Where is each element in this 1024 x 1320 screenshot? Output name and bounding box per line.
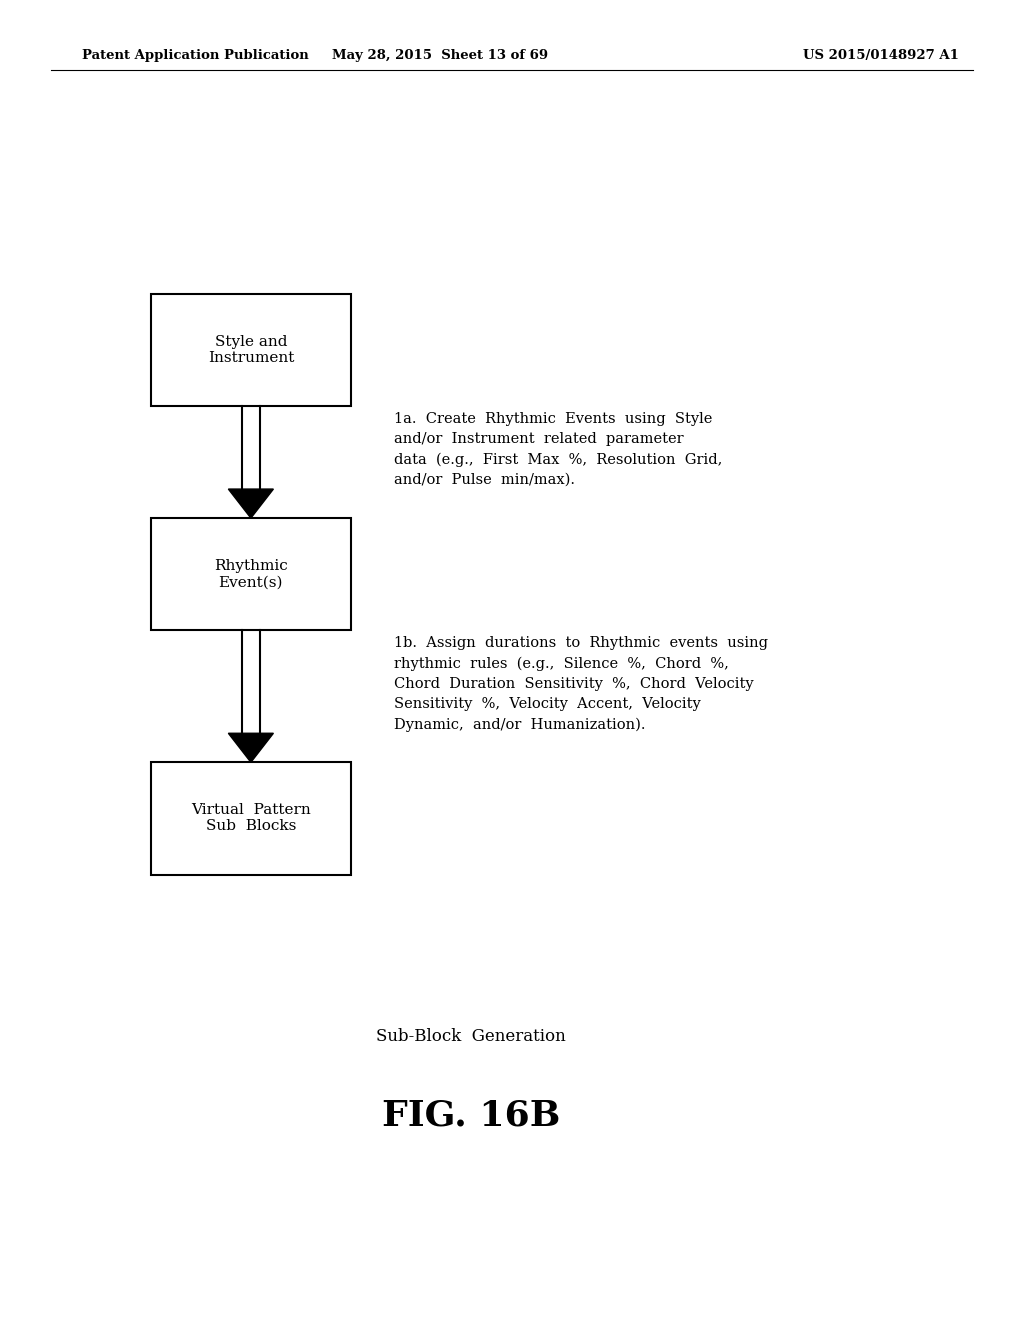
Text: Patent Application Publication: Patent Application Publication bbox=[82, 49, 308, 62]
Text: FIG. 16B: FIG. 16B bbox=[382, 1098, 560, 1133]
Text: 1a.  Create  Rhythmic  Events  using  Style
and/or  Instrument  related  paramet: 1a. Create Rhythmic Events using Style a… bbox=[394, 412, 723, 487]
Polygon shape bbox=[228, 488, 273, 517]
Text: US 2015/0148927 A1: US 2015/0148927 A1 bbox=[803, 49, 958, 62]
Text: Rhythmic
Event(s): Rhythmic Event(s) bbox=[214, 560, 288, 589]
Text: Sub-Block  Generation: Sub-Block Generation bbox=[376, 1028, 566, 1044]
Bar bbox=[152, 762, 350, 874]
Text: 1b.  Assign  durations  to  Rhythmic  events  using
rhythmic  rules  (e.g.,  Sil: 1b. Assign durations to Rhythmic events … bbox=[394, 636, 768, 731]
Polygon shape bbox=[228, 734, 273, 763]
Text: May 28, 2015  Sheet 13 of 69: May 28, 2015 Sheet 13 of 69 bbox=[332, 49, 549, 62]
Text: Virtual  Pattern
Sub  Blocks: Virtual Pattern Sub Blocks bbox=[191, 804, 310, 833]
Bar bbox=[152, 519, 350, 631]
Text: Style and
Instrument: Style and Instrument bbox=[208, 335, 294, 364]
Bar bbox=[152, 294, 350, 407]
